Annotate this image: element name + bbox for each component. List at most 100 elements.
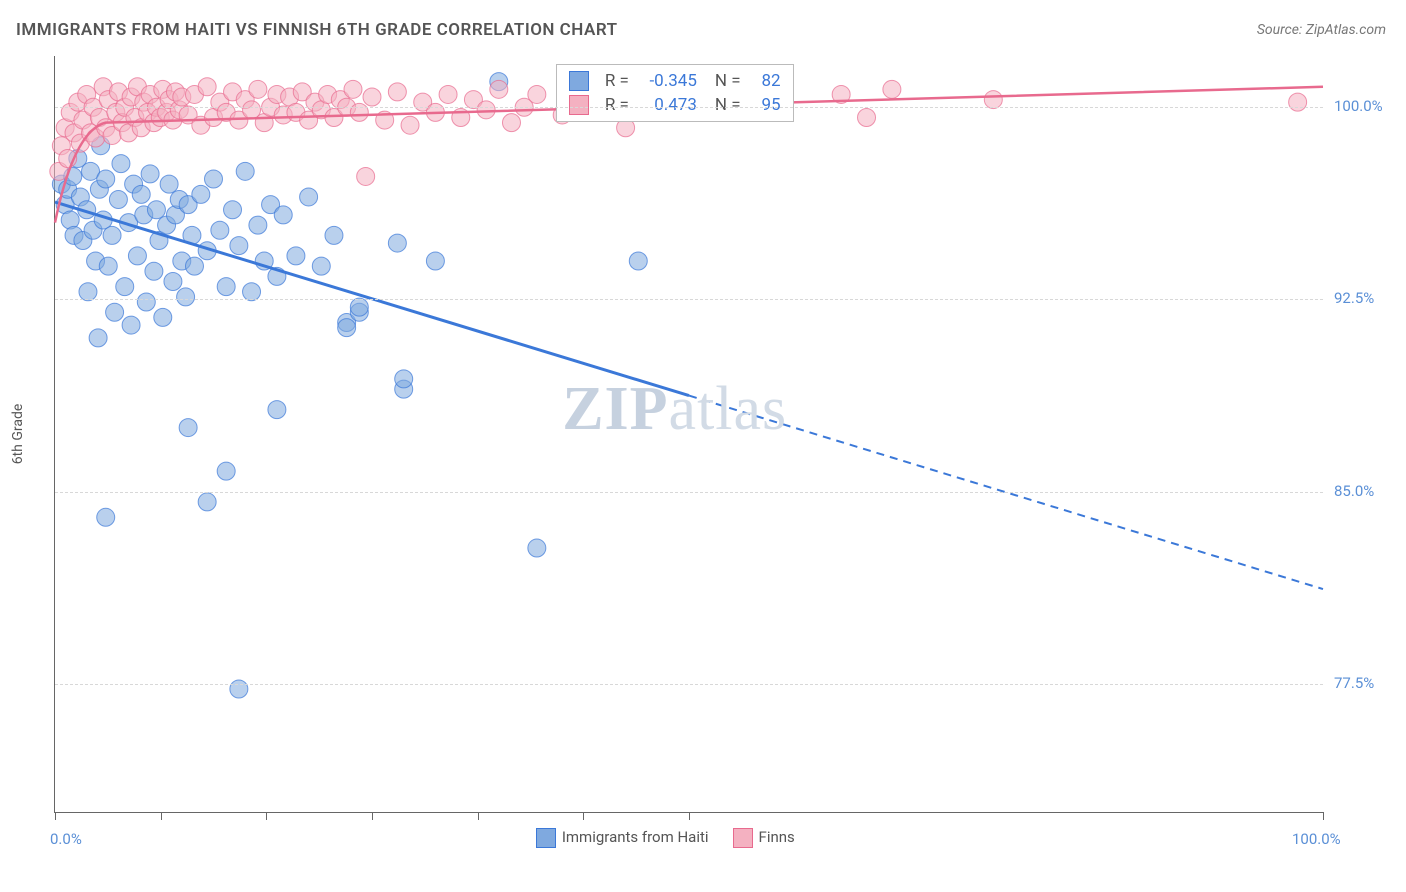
haiti-point [217, 278, 235, 296]
haiti-point [350, 298, 368, 316]
finns-point [198, 78, 216, 96]
haiti-point [243, 283, 261, 301]
haiti-point [224, 201, 242, 219]
x-tick [266, 812, 267, 820]
n-label: N = [715, 71, 741, 91]
finns-point [344, 80, 362, 98]
chart-container: IMMIGRANTS FROM HAITI VS FINNISH 6TH GRA… [0, 0, 1406, 892]
haiti-point [97, 170, 115, 188]
finns-point [357, 167, 375, 185]
r-value: -0.345 [639, 71, 697, 91]
haiti-point [230, 237, 248, 255]
haiti-point [145, 262, 163, 280]
haiti-point [147, 201, 165, 219]
x-tick [372, 812, 373, 820]
finns-swatch-icon [733, 828, 753, 848]
x-tick [478, 812, 479, 820]
haiti-point [338, 319, 356, 337]
n-value: 82 [751, 71, 781, 91]
haiti-point [116, 278, 134, 296]
haiti-point [426, 252, 444, 270]
haiti-point [89, 329, 107, 347]
haiti-point [268, 401, 286, 419]
n-value: 95 [751, 95, 781, 115]
y-tick-label: 100.0% [1334, 97, 1383, 115]
finns-point [249, 80, 267, 98]
haiti-point [211, 221, 229, 239]
r-label: R = [605, 71, 629, 91]
legend: Immigrants from Haiti Finns [536, 828, 795, 848]
x-axis-min-label: 0.0% [50, 830, 82, 848]
haiti-point [160, 175, 178, 193]
n-label: N = [715, 95, 741, 115]
haiti-point [141, 165, 159, 183]
finns-point [1289, 93, 1307, 111]
finns-point [883, 80, 901, 98]
finns-point [858, 109, 876, 127]
finns-swatch-icon [569, 95, 589, 115]
haiti-point [154, 308, 172, 326]
r-value: 0.473 [639, 95, 697, 115]
gridline [55, 299, 1323, 300]
finns-point [401, 116, 419, 134]
finns-point [388, 83, 406, 101]
haiti-point [179, 419, 197, 437]
haiti-point [97, 508, 115, 526]
legend-item: Immigrants from Haiti [536, 828, 709, 848]
y-tick-label: 85.0% [1334, 482, 1374, 500]
x-tick [689, 812, 690, 820]
y-tick-label: 92.5% [1334, 289, 1374, 307]
haiti-point [103, 226, 121, 244]
finns-point [363, 88, 381, 106]
haiti-point [249, 216, 267, 234]
finns-point [528, 85, 546, 103]
legend-item: Finns [733, 828, 795, 848]
x-tick [1323, 812, 1324, 820]
haiti-point [312, 257, 330, 275]
correlation-stat-box: R = -0.345 N = 82 R = 0.473 N = 95 [556, 64, 794, 122]
haiti-point [137, 293, 155, 311]
haiti-point [236, 162, 254, 180]
haiti-point [230, 680, 248, 698]
haiti-point [106, 303, 124, 321]
haiti-point [177, 288, 195, 306]
stat-row: R = -0.345 N = 82 [557, 69, 793, 93]
haiti-point [217, 462, 235, 480]
plot-area: ZIPatlas R =-0.345N =82R =0.473N =95 [54, 56, 1323, 813]
x-tick [583, 812, 584, 820]
x-tick [161, 812, 162, 820]
haiti-point [112, 155, 130, 173]
haiti-point [300, 188, 318, 206]
stat-row: R = 0.473 N = 95 [557, 93, 793, 117]
finns-point [477, 101, 495, 119]
gridline [55, 492, 1323, 493]
x-tick [55, 812, 56, 820]
y-tick-label: 77.5% [1334, 674, 1374, 692]
haiti-point [274, 206, 292, 224]
haiti-point [205, 170, 223, 188]
legend-label: Immigrants from Haiti [562, 828, 709, 846]
haiti-point [185, 257, 203, 275]
finns-point [502, 114, 520, 132]
haiti-swatch-icon [536, 828, 556, 848]
finns-point [350, 103, 368, 121]
y-axis-label: 6th Grade [10, 404, 26, 465]
haiti-point [528, 539, 546, 557]
haiti-point [99, 257, 117, 275]
gridline [55, 107, 1323, 108]
haiti-point [132, 185, 150, 203]
r-label: R = [605, 95, 629, 115]
haiti-point [629, 252, 647, 270]
haiti-point [164, 273, 182, 291]
legend-label: Finns [759, 828, 795, 846]
haiti-point [109, 191, 127, 209]
haiti-swatch-icon [569, 71, 589, 91]
haiti-point [388, 234, 406, 252]
haiti-point [198, 493, 216, 511]
gridline [55, 684, 1323, 685]
haiti-point [192, 185, 210, 203]
haiti-point [79, 283, 97, 301]
finns-point [984, 91, 1002, 109]
haiti-point [395, 370, 413, 388]
finns-point [439, 85, 457, 103]
